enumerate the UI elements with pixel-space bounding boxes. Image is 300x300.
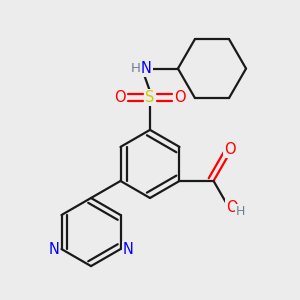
Text: N: N <box>141 61 152 76</box>
Text: H: H <box>236 205 245 218</box>
Text: O: O <box>175 90 186 105</box>
Text: O: O <box>226 200 238 215</box>
Text: N: N <box>123 242 134 256</box>
Text: N: N <box>48 242 59 256</box>
Text: H: H <box>131 62 141 75</box>
Text: S: S <box>145 90 155 105</box>
Text: O: O <box>224 142 235 157</box>
Text: O: O <box>114 90 125 105</box>
